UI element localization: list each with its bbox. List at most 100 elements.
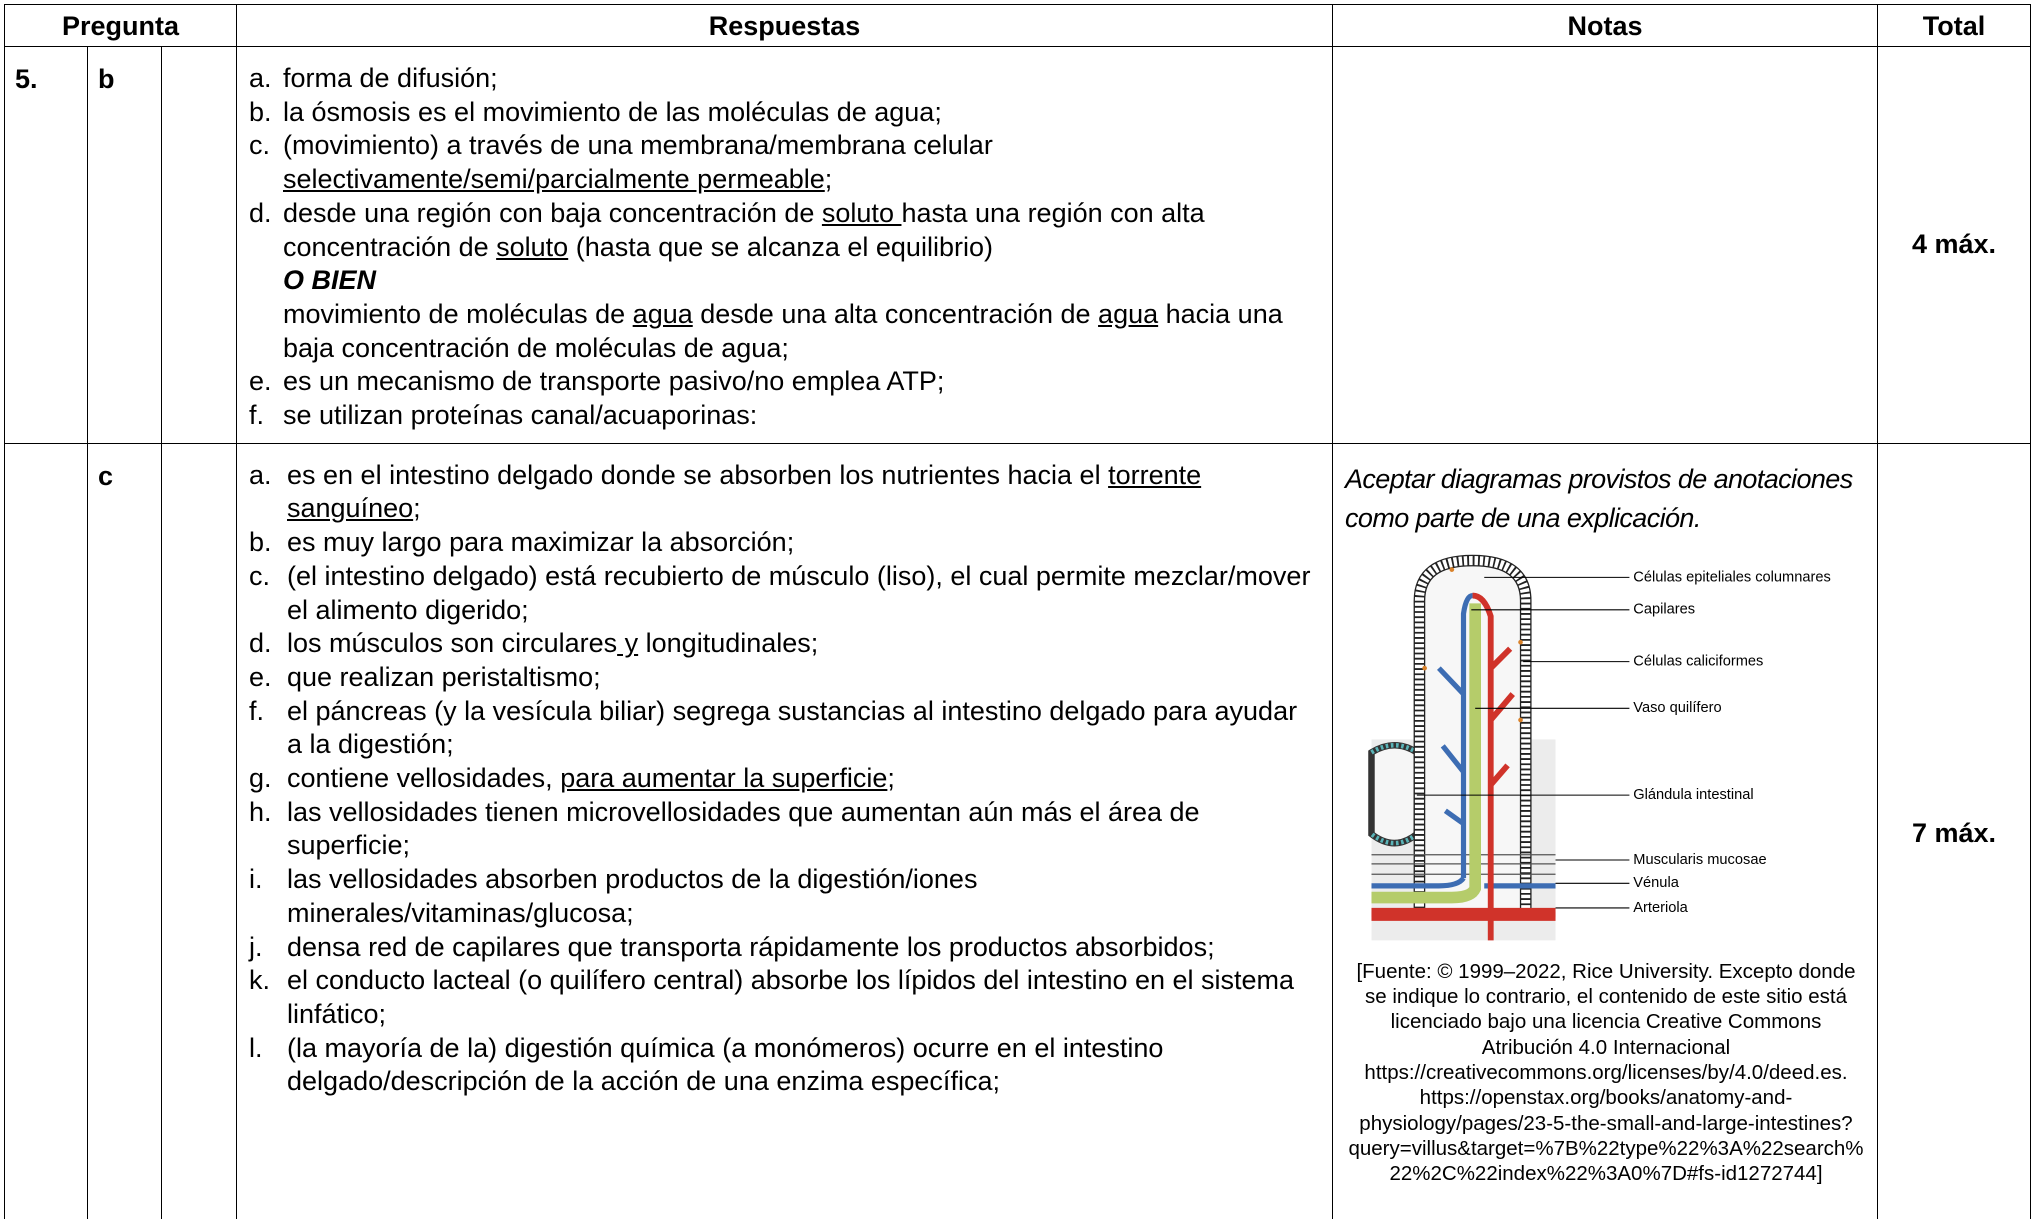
- answer-label: a.: [249, 63, 272, 93]
- answer-label: c.: [249, 130, 271, 161]
- answer-item: g. contiene vellosidades, para aumentar l…: [249, 762, 1318, 796]
- answer-body: el páncreas (y la vesícula biliar) segre…: [287, 695, 1318, 762]
- header-cell: Pregunta: [4, 4, 237, 47]
- diagram-label: Glándula intestinal: [1633, 787, 1753, 803]
- answer-text: ;: [413, 493, 421, 524]
- answer-underline: y: [617, 628, 639, 659]
- answer-label: d.: [249, 197, 272, 228]
- answer-text: el páncreas (y la vesícula biliar) segre…: [287, 695, 1298, 760]
- lacteal: [1371, 603, 1482, 904]
- answer-item: h. las vellosidades tienen microvellosida…: [249, 796, 1318, 863]
- answer-item: l. (la mayoría de la) digestión química (…: [249, 1032, 1318, 1099]
- capillary-red: [1371, 592, 1556, 941]
- answer-label: k.: [249, 965, 271, 996]
- answer-body: forma de difusión;: [283, 62, 1318, 96]
- total-cell: 7 máx.: [1877, 442, 2031, 1219]
- answer-body: (movimiento) a través de una membrana/me…: [283, 129, 1318, 196]
- leader-lines: [1416, 576, 1630, 909]
- notes-cell: [1332, 46, 1878, 444]
- empty-cell: [161, 442, 237, 1219]
- answer-item: a. es en el intestino delgado donde se ab…: [249, 459, 1318, 526]
- answer-label: j.: [249, 931, 263, 962]
- answer-body: la ósmosis es el movimiento de las moléc…: [283, 96, 1318, 130]
- question-cell: [4, 442, 88, 1219]
- header-row: Pregunta Respuestas Notas Total: [4, 4, 2031, 47]
- answer-label: e.: [249, 366, 272, 397]
- answer-label: h.: [249, 796, 272, 827]
- answer-body: (el intestino delgado) está recubierto d…: [287, 560, 1318, 627]
- answer-text: es en el intestino delgado donde se abso…: [287, 459, 1109, 490]
- answers-cell: a. forma de difusión; b. la ósmosis es el m…: [236, 46, 1333, 444]
- answer-body: el conducto lacteal (o quilífero central…: [287, 964, 1318, 1031]
- row: 5. b a. forma de difusión; b. la ósmosis es…: [4, 46, 2031, 444]
- answer-body: (la mayoría de la) digestión química (a …: [287, 1032, 1318, 1099]
- answer-underline: agua: [1098, 298, 1159, 329]
- answer-text: densa red de capilares que transporta rá…: [287, 931, 1215, 962]
- answer-body: es muy largo para maximizar la absorción…: [287, 526, 1318, 560]
- answer-item: b. es muy largo para maximizar la absorci…: [249, 526, 1318, 560]
- answer-item: j. densa red de capilares que transporta …: [249, 931, 1318, 965]
- header-cell: Respuestas: [236, 4, 1333, 47]
- goblet-cell: [1518, 717, 1523, 723]
- answer-body: las vellosidades tienen microvellosidade…: [287, 796, 1318, 863]
- answer-body: desde una región con baja concentración …: [283, 197, 1318, 366]
- answer-item: d. los músculos son circulares y longitud…: [249, 627, 1318, 661]
- part-cell: c: [87, 442, 162, 1219]
- answer-label: f.: [249, 695, 265, 726]
- answer-text: las vellosidades absorben productos de l…: [287, 864, 978, 928]
- answer-text: (movimiento) a través de una membrana/me…: [283, 130, 993, 161]
- answer-text: hasta una región con alta concentración …: [283, 197, 1205, 262]
- answer-text: contiene vellosidades,: [287, 763, 561, 794]
- answer-label: c.: [249, 560, 271, 591]
- goblet-cell: [1518, 639, 1523, 645]
- answer-body: las vellosidades absorben productos de l…: [287, 863, 1318, 930]
- answer-text: que realizan peristaltismo;: [287, 661, 601, 692]
- answer-text: ;: [887, 763, 895, 794]
- answer-body: es un mecanismo de transporte pasivo/no …: [283, 365, 1318, 399]
- answer-item: i. las vellosidades absorben productos de…: [249, 863, 1318, 930]
- answer-label: b.: [249, 96, 272, 127]
- row: c a. es en el intestino delgado donde se …: [4, 442, 2031, 1219]
- empty-cell: [161, 46, 237, 444]
- answer-text: es un mecanismo de transporte pasivo/no …: [283, 366, 945, 397]
- villus-diagram: Células epiteliales columnares Capilares…: [1368, 554, 1831, 941]
- notes-instruction: Aceptar diagramas provistos de anotacion…: [1345, 463, 1853, 533]
- capillary-blue: [1371, 592, 1556, 889]
- answer-label: l.: [249, 1032, 263, 1063]
- answer-underline: agua: [632, 298, 693, 329]
- answer-underline: soluto: [821, 197, 902, 228]
- answer-label: d.: [249, 628, 272, 659]
- answer-label: i.: [249, 864, 263, 895]
- total-cell: 4 máx.: [1877, 46, 2031, 444]
- answer-text: la ósmosis es el movimiento de las moléc…: [283, 96, 942, 127]
- answer-text: se utilizan proteínas canal/acuaporinas:: [283, 400, 758, 431]
- alternative-text: movimiento de moléculas de agua desde un…: [283, 298, 1318, 365]
- notes-cell: Aceptar diagramas provistos de anotacion…: [1332, 442, 1878, 1219]
- answer-underline: torrente sanguíneo: [287, 459, 1202, 524]
- answer-text: las vellosidades tienen microvellosidade…: [287, 796, 1200, 861]
- header-cell: Notas: [1332, 4, 1878, 47]
- answer-text: (hasta que se alcanza el equilibrio): [568, 231, 993, 262]
- part-cell: b: [87, 46, 162, 444]
- gland: [1368, 741, 1421, 847]
- answer-label: f.: [249, 400, 265, 431]
- epithelial-cells: [1414, 555, 1531, 917]
- answer-item: f. el páncreas (y la vesícula biliar) seg…: [249, 695, 1318, 762]
- alternative-marker: O BIEN: [283, 265, 377, 296]
- answer-item: e. es un mecanismo de transporte pasivo/n…: [249, 365, 1318, 399]
- answer-item: a. forma de difusión;: [249, 62, 1318, 96]
- answer-item: c. (el intestino delgado) está recubierto…: [249, 560, 1318, 627]
- goblet-cell: [1449, 567, 1455, 572]
- answer-text: es muy largo para maximizar la absorción…: [287, 527, 795, 558]
- answer-label: b.: [249, 527, 272, 558]
- markscheme-table: Pregunta Respuestas Notas Total 5. b a. f…: [4, 4, 2031, 1219]
- answer-text: forma de difusión;: [283, 63, 498, 93]
- answer-item: k. el conducto lacteal (o quilífero centr…: [249, 964, 1318, 1031]
- answer-text: hacia una baja concentración de molécula…: [283, 298, 1283, 363]
- answer-underline: para aumentar la superficie: [560, 763, 888, 794]
- answer-text: desde una región con baja concentración …: [283, 197, 822, 228]
- diagram-label: Células epiteliales columnares: [1633, 569, 1831, 585]
- diagram-label: Vaso quilífero: [1633, 700, 1721, 716]
